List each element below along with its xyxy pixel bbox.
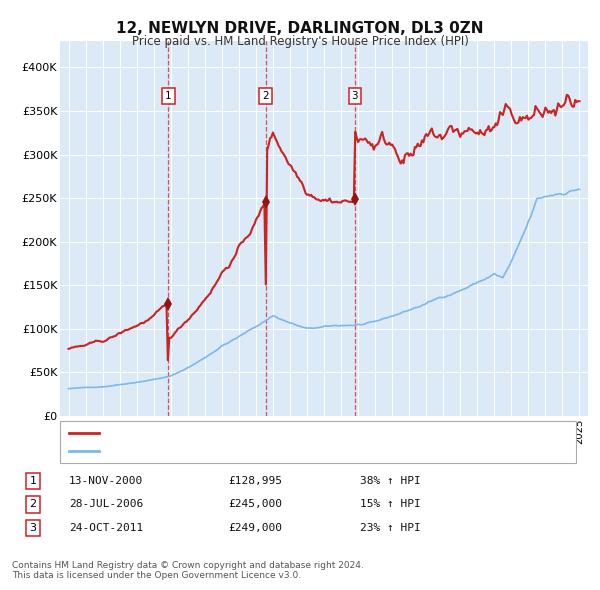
Text: 23% ↑ HPI: 23% ↑ HPI [360, 523, 421, 533]
Text: Price paid vs. HM Land Registry's House Price Index (HPI): Price paid vs. HM Land Registry's House … [131, 35, 469, 48]
Text: 12, NEWLYN DRIVE, DARLINGTON, DL3 0ZN: 12, NEWLYN DRIVE, DARLINGTON, DL3 0ZN [116, 21, 484, 35]
Text: HPI: Average price, detached house, Darlington: HPI: Average price, detached house, Darl… [105, 446, 353, 456]
Text: 15% ↑ HPI: 15% ↑ HPI [360, 500, 421, 509]
Text: 2: 2 [29, 500, 37, 509]
Text: 2: 2 [262, 91, 269, 101]
Text: 38% ↑ HPI: 38% ↑ HPI [360, 476, 421, 486]
Text: £245,000: £245,000 [228, 500, 282, 509]
Text: Contains HM Land Registry data © Crown copyright and database right 2024.: Contains HM Land Registry data © Crown c… [12, 560, 364, 569]
Text: 1: 1 [29, 476, 37, 486]
Text: This data is licensed under the Open Government Licence v3.0.: This data is licensed under the Open Gov… [12, 571, 301, 580]
Text: 3: 3 [29, 523, 37, 533]
Text: 13-NOV-2000: 13-NOV-2000 [69, 476, 143, 486]
Text: £249,000: £249,000 [228, 523, 282, 533]
Text: £128,995: £128,995 [228, 476, 282, 486]
Text: 1: 1 [165, 91, 172, 101]
Text: 12, NEWLYN DRIVE, DARLINGTON, DL3 0ZN (detached house): 12, NEWLYN DRIVE, DARLINGTON, DL3 0ZN (d… [105, 428, 425, 438]
Text: 28-JUL-2006: 28-JUL-2006 [69, 500, 143, 509]
Text: 24-OCT-2011: 24-OCT-2011 [69, 523, 143, 533]
Text: 3: 3 [352, 91, 358, 101]
